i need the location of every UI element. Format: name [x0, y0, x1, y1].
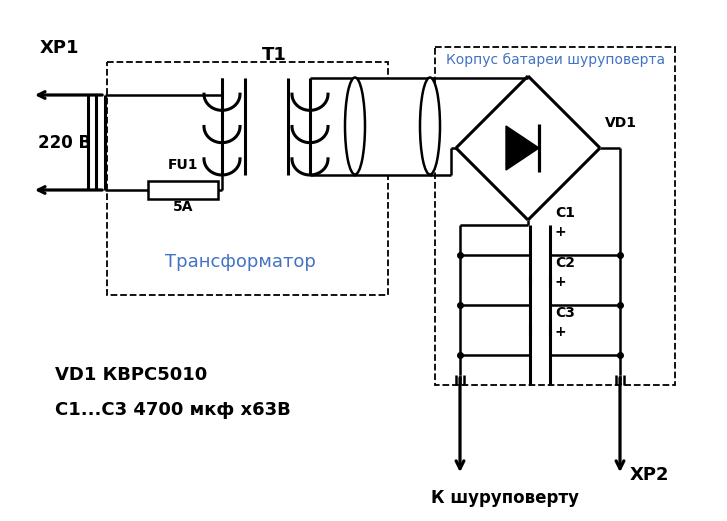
Text: К шуруповерту: К шуруповерту: [431, 489, 579, 507]
Text: FU1: FU1: [168, 158, 198, 172]
Text: +: +: [555, 325, 566, 339]
Bar: [148, 181, 218, 199]
Text: 220 В: 220 В: [38, 134, 91, 152]
Text: C1: C1: [555, 206, 575, 220]
Text: ХР1: ХР1: [40, 39, 79, 57]
Text: С1...С3 4700 мкф х63В: С1...С3 4700 мкф х63В: [55, 401, 291, 419]
Polygon shape: [506, 126, 539, 170]
Text: C2: C2: [555, 256, 575, 270]
Text: +: +: [555, 225, 566, 239]
Bar: [435, 47, 675, 385]
Text: VD1 КВРС5010: VD1 КВРС5010: [55, 366, 207, 384]
Text: Трансформатор: Трансформатор: [164, 253, 316, 271]
Text: ХР2: ХР2: [630, 466, 670, 484]
Text: C3: C3: [555, 306, 575, 320]
Bar: [355, 78, 430, 175]
Bar: [107, 62, 388, 295]
Text: +: +: [555, 275, 566, 289]
Text: Т1: Т1: [262, 46, 286, 64]
Ellipse shape: [420, 78, 440, 175]
Text: Корпус батареи шуруповерта: Корпус батареи шуруповерта: [446, 53, 665, 67]
Ellipse shape: [345, 78, 365, 175]
Text: 5А: 5А: [173, 200, 193, 214]
Text: VD1: VD1: [605, 116, 637, 130]
